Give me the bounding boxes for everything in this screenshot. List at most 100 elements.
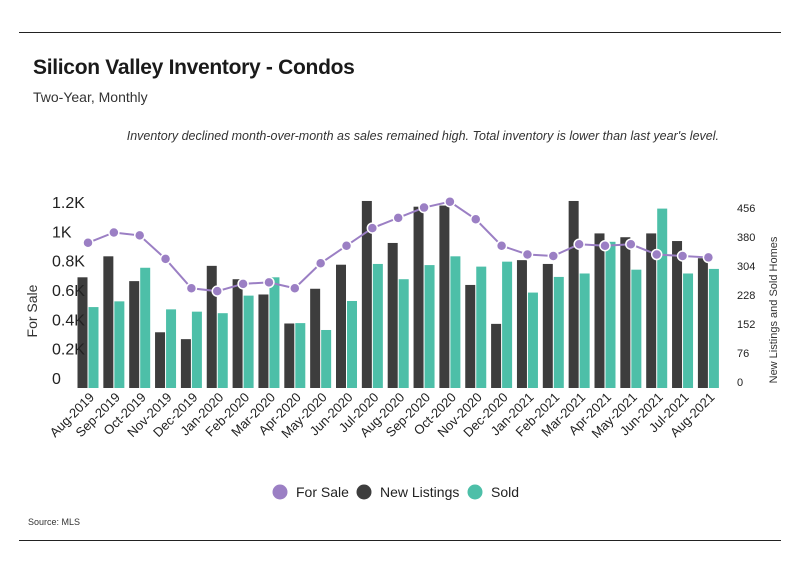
for-sale-point — [470, 213, 482, 226]
sold-bar — [88, 307, 99, 388]
sold-bar — [269, 277, 280, 388]
for-sale-point — [676, 250, 689, 262]
right-axis-ticks: 0 76 152 228 304 380 456 — [737, 203, 755, 389]
for-sale-point — [159, 253, 172, 265]
sold-bar — [114, 301, 125, 388]
new-listings-bar — [465, 284, 476, 388]
sold-bar — [579, 273, 590, 388]
for-sale-point — [263, 276, 275, 289]
for-sale-point — [521, 248, 534, 261]
for-sale-point — [289, 282, 301, 294]
new-listings-bar — [103, 256, 114, 388]
for-sale-point — [625, 238, 637, 250]
new-listings-bar — [568, 200, 579, 388]
source-note: Source: MLS — [28, 517, 81, 527]
sold-bar — [398, 279, 409, 388]
top-rule — [19, 32, 781, 33]
for-sale-point — [702, 251, 715, 264]
new-listings-bar — [594, 233, 605, 388]
for-sale-point — [340, 239, 353, 252]
legend-marker — [356, 484, 372, 500]
for-sale-point — [211, 285, 223, 297]
left-axis-label: For Sale — [24, 284, 40, 337]
new-listings-bar — [413, 206, 424, 388]
for-sale-point — [650, 248, 663, 261]
new-listings-bar — [672, 241, 683, 388]
new-listings-bar — [284, 323, 295, 388]
new-listings-bar — [439, 205, 450, 388]
new-listings-bar — [258, 294, 269, 388]
sold-bar — [657, 208, 668, 388]
for-sale-point — [133, 229, 146, 242]
sold-bar — [243, 295, 254, 388]
left-tick-label: 1.2K — [52, 195, 85, 212]
for-sale-point — [314, 257, 327, 270]
sold-bars — [88, 208, 719, 388]
sold-bar — [217, 313, 228, 388]
chart-subtitle: Two-Year, Monthly — [33, 89, 148, 105]
for-sale-point — [108, 226, 120, 239]
sold-bar — [527, 292, 538, 388]
right-tick-label: 228 — [737, 290, 755, 302]
new-listings-bar — [387, 242, 398, 388]
new-listings-bar — [620, 237, 631, 388]
legend-label: For Sale — [296, 484, 349, 500]
for-sale-point — [82, 237, 94, 249]
for-sale-point — [366, 222, 379, 234]
for-sale-point — [599, 239, 611, 252]
right-tick-label: 456 — [737, 203, 755, 215]
right-tick-label: 380 — [737, 232, 755, 244]
sold-bar — [347, 300, 357, 388]
sold-bar — [450, 256, 461, 388]
chart-annotation: Inventory declined month-over-month as s… — [126, 129, 719, 143]
legend-label: Sold — [491, 484, 519, 500]
for-sale-point — [237, 278, 249, 290]
legend: For Sale New Listings Sold — [272, 484, 519, 500]
new-listings-bar — [232, 279, 243, 388]
new-listings-bar — [180, 339, 191, 388]
new-listings-bar — [646, 233, 657, 388]
new-listings-bar — [516, 260, 527, 388]
left-axis-ticks: 0 0.2K 0.4K 0.6K 0.8K 1K 1.2K — [52, 195, 85, 388]
new-listings-bar — [336, 264, 346, 388]
left-tick-label: 0 — [52, 371, 61, 388]
left-tick-label: 0.2K — [52, 342, 85, 359]
sold-bar — [424, 265, 435, 388]
for-sale-point — [495, 239, 508, 252]
sold-bar — [321, 329, 332, 388]
sold-bar — [502, 261, 513, 388]
for-sale-point — [444, 195, 456, 208]
for-sale-point — [392, 212, 404, 224]
new-listings-bar — [361, 200, 372, 388]
new-listings-bar — [542, 263, 553, 388]
chart-title: Silicon Valley Inventory - Condos — [33, 56, 355, 79]
legend-label: New Listings — [380, 484, 459, 500]
right-tick-label: 76 — [737, 348, 749, 360]
left-tick-label: 1K — [52, 224, 72, 241]
for-sale-point — [573, 238, 585, 250]
sold-bar — [631, 269, 642, 388]
sold-bar — [191, 311, 202, 388]
right-tick-label: 304 — [737, 261, 755, 273]
sold-bar — [605, 241, 616, 388]
sold-bar — [140, 267, 151, 388]
sold-bar — [708, 268, 719, 388]
for-sale-line — [82, 195, 715, 297]
new-listings-bar — [206, 265, 217, 388]
left-tick-label: 0.6K — [52, 283, 85, 300]
legend-marker — [272, 484, 288, 500]
sold-bar — [166, 309, 177, 388]
legend-marker — [467, 484, 483, 500]
new-listings-bars — [77, 200, 708, 388]
sold-bar — [476, 266, 487, 388]
new-listings-bar — [155, 332, 166, 388]
new-listings-bar — [310, 288, 321, 388]
bottom-rule — [19, 540, 781, 541]
sold-bar — [295, 323, 306, 388]
sold-bar — [683, 273, 694, 388]
x-axis-ticks: Aug-2019Sep-2019Oct-2019Nov-2019Dec-2019… — [47, 390, 718, 441]
right-tick-label: 0 — [737, 377, 743, 389]
left-tick-label: 0.8K — [52, 254, 85, 271]
left-tick-label: 0.4K — [52, 312, 85, 329]
